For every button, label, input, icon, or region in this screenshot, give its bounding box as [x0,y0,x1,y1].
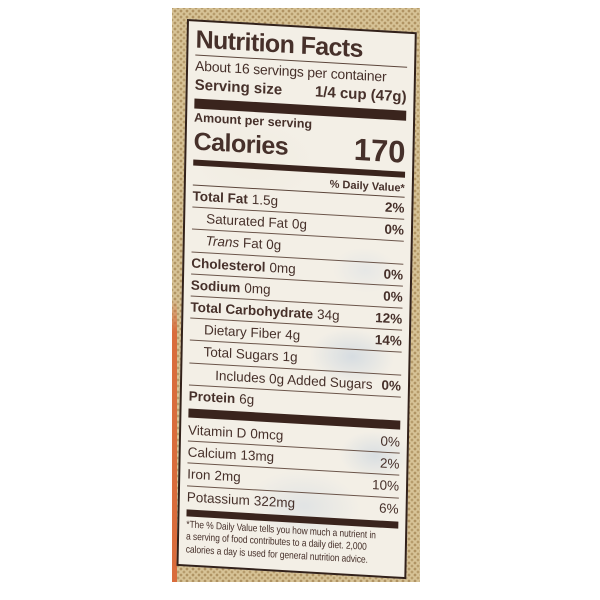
nutrient-dv: 14% [374,332,402,349]
package-edge-stripe [172,298,177,582]
nutrient-name: Fat 0g [239,235,282,254]
nutrient-name-italic: Trans [205,233,240,251]
serving-size-value: 1/4 cup (47g) [314,83,407,106]
calories-label: Calories [193,127,289,162]
nutrient-dv: 0% [383,266,404,283]
nutrient-name: Sodium [190,277,241,296]
nutrient-amount: 0mg [244,280,271,297]
vitamin-dv: 2% [379,455,400,472]
nutrient-name: Cholesterol [191,255,266,275]
nutrient-dv: 0% [381,377,402,394]
calories-value: 170 [353,131,406,170]
package-photo: Nutrition Facts About 16 servings per co… [172,8,420,582]
vitamin-name: Calcium [187,444,237,463]
nutrient-name: Saturated Fat [206,211,289,232]
vitamin-amount: 0mcg [250,425,284,443]
nutrient-amount: 1g [282,349,298,366]
nutrient-dv: 2% [384,199,405,216]
vitamin-name: Vitamin D [187,422,247,441]
nutrient-amount: 1.5g [251,191,279,209]
daily-value-footnote: *The % Daily Value tells you how much a … [186,519,376,567]
nutrient-dv: 12% [375,310,403,327]
vitamin-name: Iron [187,466,211,484]
vitamin-dv: 6% [378,500,399,517]
nutrient-amount: 0mg [269,259,296,277]
nutrient-amount: 0g [291,216,308,233]
nutrient-amount: 4g [285,327,301,344]
nutrient-dv: 0% [383,288,403,305]
nutrient-amount: 6g [239,391,255,407]
nutrient-amount: 34g [316,306,340,324]
nutrition-facts-label: Nutrition Facts About 16 servings per co… [176,19,417,579]
vitamin-amount: 322mg [253,492,296,511]
nutrient-name: Dietary Fiber [203,322,282,342]
nutrient-name: Total Sugars [203,344,279,364]
nutrient-name: Total Fat [192,188,248,207]
nutrient-dv: 0% [384,221,405,238]
vitamin-dv: 0% [380,433,401,450]
vitamin-name: Potassium [186,488,250,508]
serving-size-label: Serving size [194,76,283,99]
nutrient-name: Protein [188,388,236,406]
vitamin-amount: 13mg [240,447,275,465]
vitamin-dv: 10% [371,477,400,494]
vitamin-amount: 2mg [214,468,241,485]
